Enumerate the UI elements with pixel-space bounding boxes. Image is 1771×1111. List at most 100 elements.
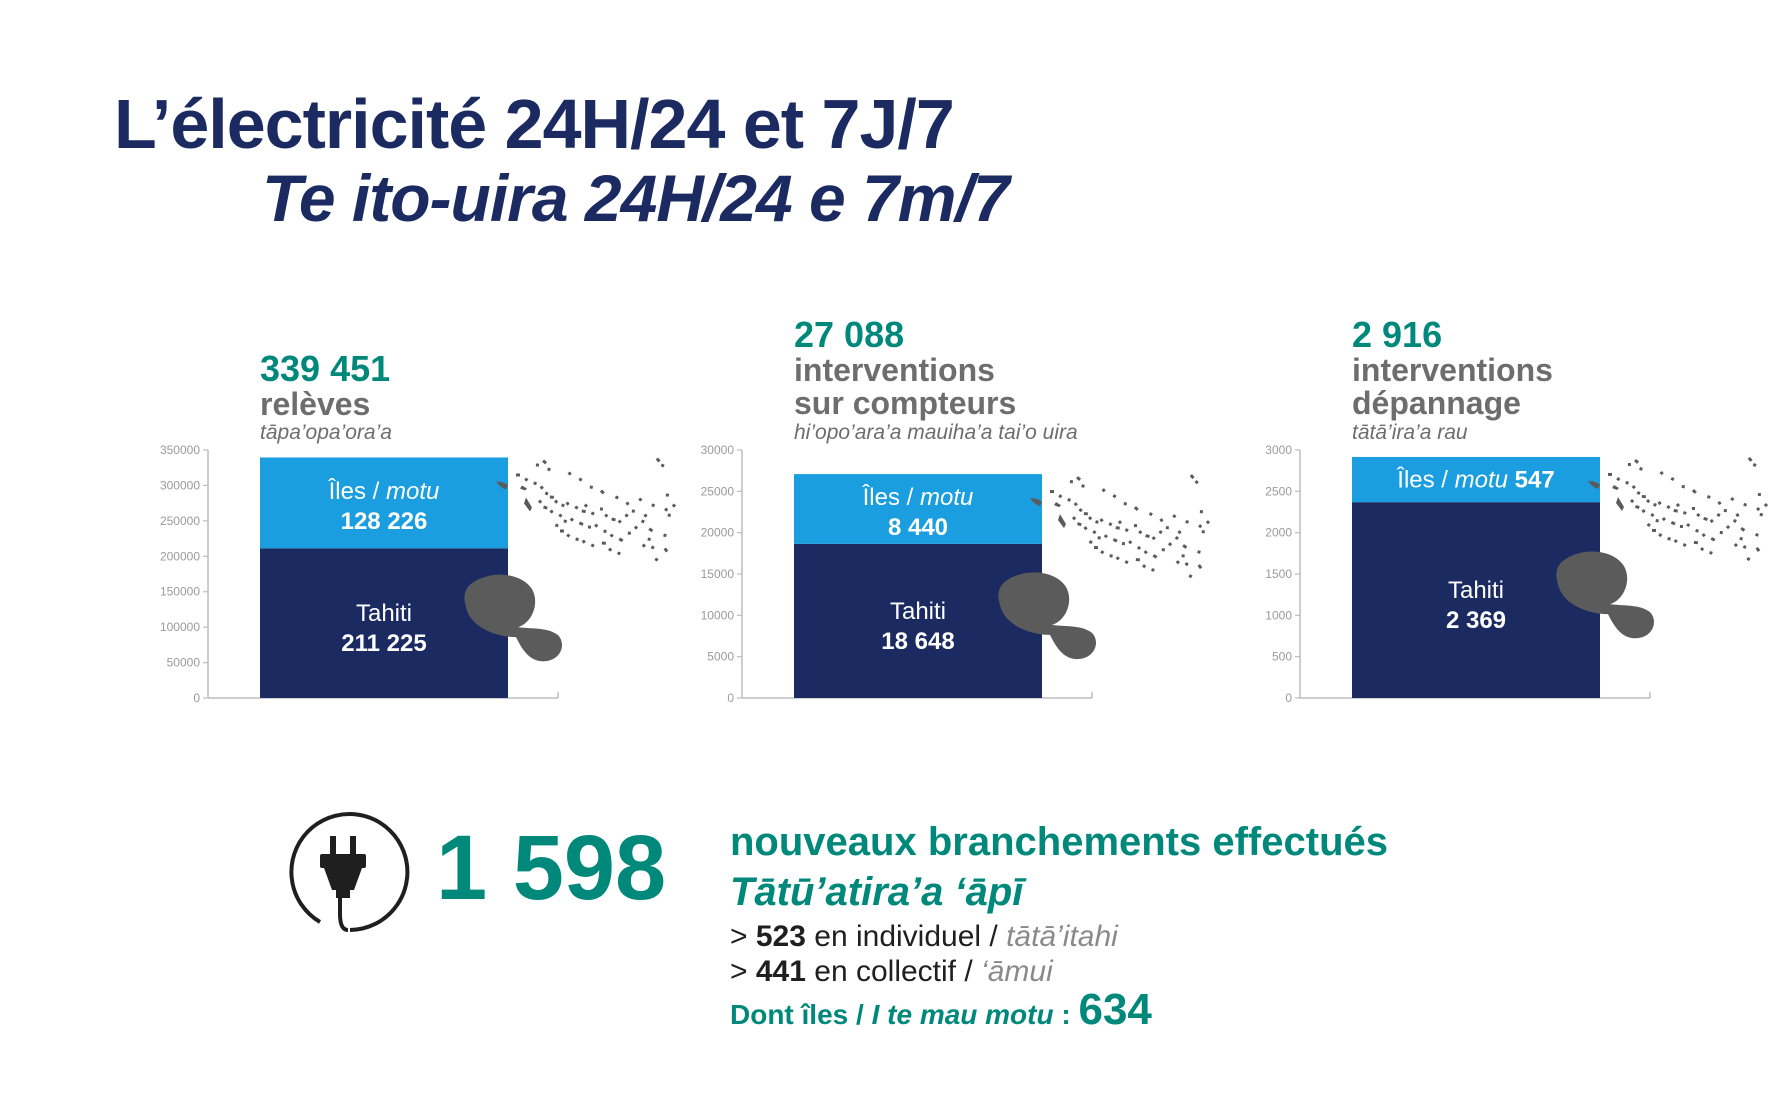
island-dot <box>1108 522 1113 527</box>
chart-total: 27 088 <box>794 314 905 355</box>
chart-sublabel: tātā’ira’a rau <box>1352 421 1468 444</box>
island-dot <box>587 525 591 529</box>
island-dot <box>1743 502 1747 507</box>
tahiti-map-icon <box>1556 551 1654 639</box>
island-dot <box>1608 472 1612 476</box>
island-dot <box>1616 476 1621 482</box>
island-dot <box>1701 532 1706 538</box>
island-dot <box>1081 484 1085 488</box>
island-dot <box>1730 496 1735 502</box>
bar-series-label: Îles / motu 547 <box>1396 467 1554 494</box>
island-dot <box>1696 512 1701 518</box>
island-dot <box>542 459 548 465</box>
island-dot <box>1636 490 1641 496</box>
island-dot <box>1733 542 1738 548</box>
island-dot <box>601 541 606 545</box>
island-dot <box>524 477 529 482</box>
island-dot <box>1198 524 1203 529</box>
island-dot <box>1686 522 1691 528</box>
bar-segment-iles <box>260 457 508 549</box>
island-dot <box>549 509 554 514</box>
island-dot <box>1717 500 1722 506</box>
island-dot <box>1682 542 1687 548</box>
island-dot <box>1189 474 1195 480</box>
island-dot <box>1740 526 1746 532</box>
island-dot <box>542 505 548 510</box>
y-tick-label: 15000 <box>701 567 735 581</box>
island-mark <box>496 481 508 490</box>
bar-segment-tahiti <box>794 543 1042 698</box>
y-tick-label: 150000 <box>160 585 200 599</box>
island-dot <box>544 491 549 496</box>
line-prefix: > <box>730 955 748 988</box>
stacked-bar-chart: 3000 2500 2000 1500 1000 500 0 Tahiti 2 369 Îles … <box>1265 443 1769 705</box>
y-tick-label: 5000 <box>707 650 734 664</box>
island-dot <box>1673 508 1678 513</box>
y-tick-label: 20000 <box>701 526 735 540</box>
island-dot <box>554 523 559 528</box>
island-dot <box>654 557 659 562</box>
individual-text: en individuel / <box>814 920 998 953</box>
island-dot <box>1088 540 1093 545</box>
island-dot <box>1710 536 1716 542</box>
island-dot <box>614 495 619 500</box>
bar-segment-iles <box>1352 456 1600 503</box>
island-dot <box>1076 476 1082 481</box>
island-dot <box>1755 532 1759 537</box>
island-dot <box>1634 458 1640 464</box>
chart-sublabel: tāpa’opa’ora’a <box>260 421 392 444</box>
island-dot <box>660 463 665 468</box>
y-tick-label: 0 <box>727 691 734 705</box>
island-dot <box>1646 522 1651 527</box>
island-dot <box>539 485 544 490</box>
island-dot <box>1653 502 1657 507</box>
bar-series-label: Tahiti <box>356 600 412 627</box>
island-dot <box>1199 510 1203 514</box>
island-dot <box>1699 546 1705 552</box>
island-dot <box>663 533 667 538</box>
tahiti-map-icon <box>998 572 1096 660</box>
island-dot <box>1719 530 1723 535</box>
island-dot <box>1100 550 1105 555</box>
island-dot <box>1695 528 1699 533</box>
island-dot <box>624 513 629 518</box>
bar-value-label: 128 226 <box>341 508 428 535</box>
island-mark <box>524 497 532 512</box>
island-dot <box>1112 538 1118 543</box>
chart-label: relèves <box>260 386 371 422</box>
tahiti-map-icon <box>464 574 562 662</box>
island-dot <box>1188 574 1193 579</box>
island-dot <box>537 499 543 504</box>
island-dot <box>569 517 575 522</box>
y-tick-label: 3000 <box>1265 443 1292 457</box>
island-dot <box>578 521 584 526</box>
island-dot <box>1071 516 1077 521</box>
connections-line-individual: > 523 en individuel / tātā’itahi <box>730 920 1118 954</box>
island-dot <box>647 537 651 542</box>
island-dot <box>607 547 613 552</box>
island-mark <box>520 485 527 491</box>
connections-subtitle: Tātū’atira’a ‘āpī <box>730 870 1024 914</box>
page-title: L’électricité 24H/24 et 7J/7 <box>114 85 955 163</box>
island-dot <box>1115 556 1120 561</box>
island-dot <box>1650 512 1655 518</box>
island-dot <box>1661 516 1667 522</box>
island-dot <box>617 519 622 524</box>
chart-panel-interventions-compteurs: 27 088 interventions sur compteurs hi’op… <box>674 300 1211 720</box>
collective-count: 441 <box>755 955 806 988</box>
island-mark <box>1612 484 1619 490</box>
island-mark <box>1616 496 1624 511</box>
island-dot <box>1693 540 1698 545</box>
chart-panel-interventions-depannage: 2 916 interventions dépannage tātā’ira’a… <box>1232 300 1769 720</box>
island-dot <box>1087 516 1093 521</box>
island-dot <box>1103 534 1109 539</box>
island-dot <box>1123 502 1127 506</box>
island-dot <box>581 509 586 514</box>
island-dot <box>641 543 646 548</box>
island-dot <box>574 505 579 510</box>
island-dot <box>1735 512 1740 518</box>
island-dot <box>1124 560 1129 565</box>
bar-segment-tahiti <box>1352 502 1600 698</box>
island-dot <box>1159 518 1164 523</box>
island-dot <box>1197 564 1203 570</box>
